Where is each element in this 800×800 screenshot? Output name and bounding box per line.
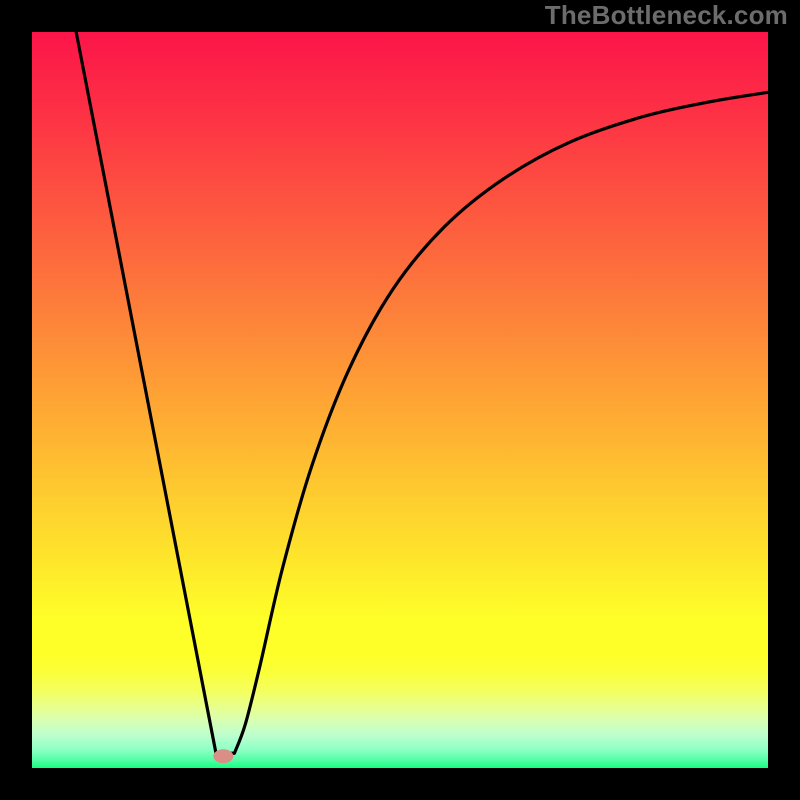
- bottleneck-chart: [0, 0, 800, 800]
- attribution-text: TheBottleneck.com: [545, 0, 788, 31]
- minimum-marker: [213, 749, 233, 763]
- plot-background-gradient: [32, 32, 768, 768]
- chart-container: TheBottleneck.com: [0, 0, 800, 800]
